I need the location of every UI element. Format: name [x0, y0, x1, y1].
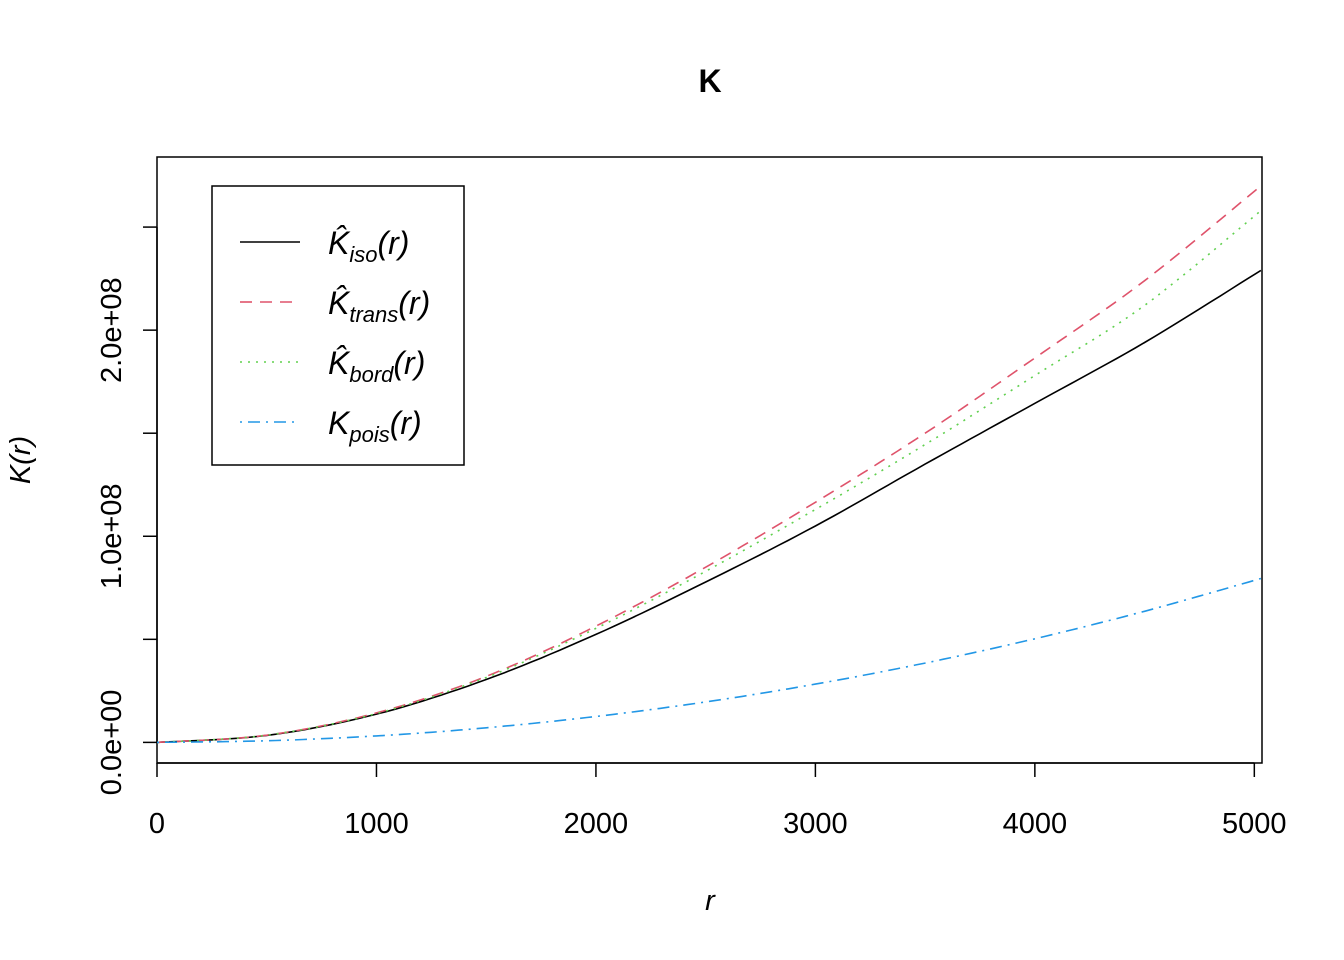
legend-box: [211, 185, 465, 466]
chart-title: K: [698, 63, 721, 99]
legend-subscript: pois: [348, 422, 389, 447]
legend-subscript: bord: [349, 362, 394, 387]
x-axis-title: r: [705, 885, 716, 917]
y-tick-label: 1.0e+08: [96, 483, 128, 589]
x-axis: 0 1000 2000 3000 4000 5000: [149, 762, 1287, 840]
x-tick-label: 0: [149, 808, 165, 840]
legend-symbol: K̂: [328, 225, 351, 261]
legend-label-bord: K̂bord(r): [328, 345, 425, 387]
legend-argument: (r): [377, 225, 409, 261]
y-tick-label: 2.0e+08: [96, 277, 128, 383]
x-tick-label: 5000: [1222, 808, 1287, 840]
series-line-bord: [156, 209, 1262, 744]
legend-argument: (r): [393, 345, 425, 381]
x-tick-label: 4000: [1003, 808, 1068, 840]
series-line-pois: [156, 577, 1262, 744]
y-axis-title: K(r): [5, 436, 37, 484]
y-tick-label: 0.0e+00: [96, 690, 128, 796]
y-axis: 0.0e+00 1.0e+08 2.0e+08: [96, 226, 158, 796]
legend-subscript: iso: [349, 242, 377, 267]
legend-subscript: trans: [349, 302, 398, 327]
legend-label-iso: K̂iso(r): [328, 225, 409, 267]
legend-label-pois: Kpois(r): [328, 405, 422, 447]
legend-argument: (r): [398, 285, 430, 321]
legend-symbol: K̂: [328, 345, 351, 381]
x-tick-label: 1000: [344, 808, 409, 840]
x-tick-label: 2000: [564, 808, 629, 840]
legend-argument: (r): [390, 405, 422, 441]
legend-symbol: K̂: [328, 285, 351, 321]
legend: K̂iso(r)K̂trans(r)K̂bord(r)Kpois(r): [211, 185, 465, 466]
x-tick-label: 3000: [783, 808, 848, 840]
legend-symbol: K: [328, 405, 351, 441]
legend-label-trans: K̂trans(r): [328, 285, 430, 327]
series-layer: [156, 185, 1262, 744]
